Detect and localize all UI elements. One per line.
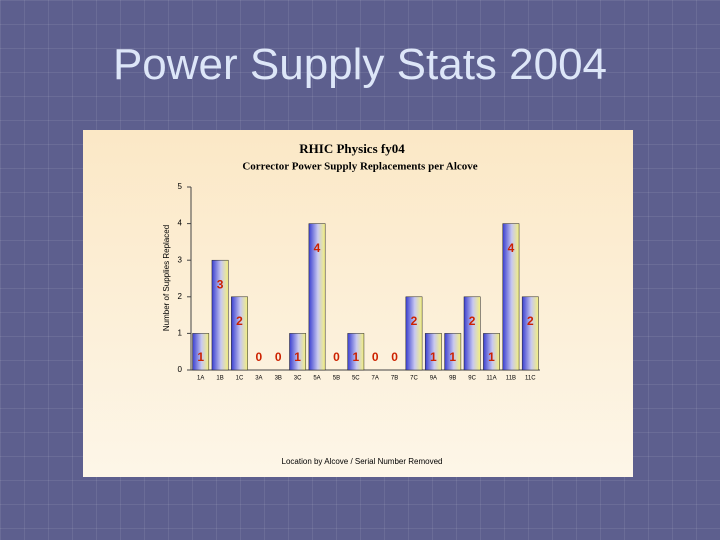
y-tick-label: 0	[178, 365, 183, 374]
y-tick-label: 5	[178, 182, 183, 191]
x-tick-label: 7B	[391, 376, 398, 382]
bar	[289, 333, 307, 371]
data-label: 4	[314, 241, 321, 255]
data-label: 2	[527, 314, 534, 328]
chart-title: RHIC Physics fy04	[299, 141, 405, 156]
bar	[444, 333, 462, 371]
x-tick-label: 9A	[430, 376, 437, 382]
bar	[231, 296, 248, 371]
data-label: 2	[411, 314, 418, 328]
bar	[424, 333, 442, 371]
data-label: 0	[372, 350, 379, 364]
slide-title: Power Supply Stats 2004	[112, 40, 608, 89]
data-label: 1	[488, 350, 495, 364]
data-label: 3	[217, 277, 224, 291]
x-tick-label: 11A	[486, 376, 496, 382]
x-tick-label: 1C	[236, 376, 244, 382]
chart-panel	[83, 130, 633, 477]
bar	[308, 223, 326, 371]
x-tick-label: 3B	[275, 376, 282, 382]
x-tick-label: 1A	[197, 376, 204, 382]
data-label: 0	[333, 350, 340, 364]
data-label: 1	[197, 350, 204, 364]
data-label: 0	[256, 350, 263, 364]
bar	[521, 296, 539, 371]
x-tick-label: 7A	[372, 376, 379, 382]
x-axis-label: Location by Alcove / Serial Number Remov…	[282, 457, 443, 466]
bar	[405, 296, 423, 371]
chart-subtitle: Corrector Power Supply Replacements per …	[242, 161, 477, 173]
data-label: 4	[508, 241, 515, 255]
x-tick-label: 7C	[410, 376, 418, 382]
data-label: 1	[294, 350, 301, 364]
x-tick-label: 3C	[294, 376, 302, 382]
y-tick-label: 4	[178, 219, 183, 228]
x-tick-label: 11C	[525, 376, 536, 382]
x-tick-label: 5C	[352, 376, 360, 382]
x-tick-label: 11B	[506, 376, 516, 382]
data-label: 1	[430, 350, 437, 364]
data-label: 1	[352, 350, 359, 364]
data-label: 2	[469, 314, 476, 328]
bar	[463, 296, 481, 371]
x-tick-label: 5A	[313, 376, 320, 382]
x-tick-label: 1B	[216, 376, 223, 382]
y-tick-label: 1	[178, 329, 183, 338]
y-tick-label: 3	[178, 255, 183, 264]
bar	[347, 333, 365, 371]
data-label: 1	[449, 350, 456, 364]
x-tick-label: 3A	[255, 376, 262, 382]
bar	[502, 223, 520, 371]
x-tick-label: 9C	[468, 376, 476, 382]
y-tick-label: 2	[178, 292, 183, 301]
bar	[192, 333, 210, 371]
bar	[483, 333, 500, 371]
data-label: 0	[275, 350, 282, 364]
bar	[211, 259, 229, 371]
y-axis-label: Number of Supplies Replaced	[162, 225, 171, 331]
data-label: 0	[391, 350, 398, 364]
data-label: 2	[236, 314, 243, 328]
x-tick-label: 5B	[333, 376, 340, 382]
x-tick-label: 9B	[449, 376, 456, 382]
